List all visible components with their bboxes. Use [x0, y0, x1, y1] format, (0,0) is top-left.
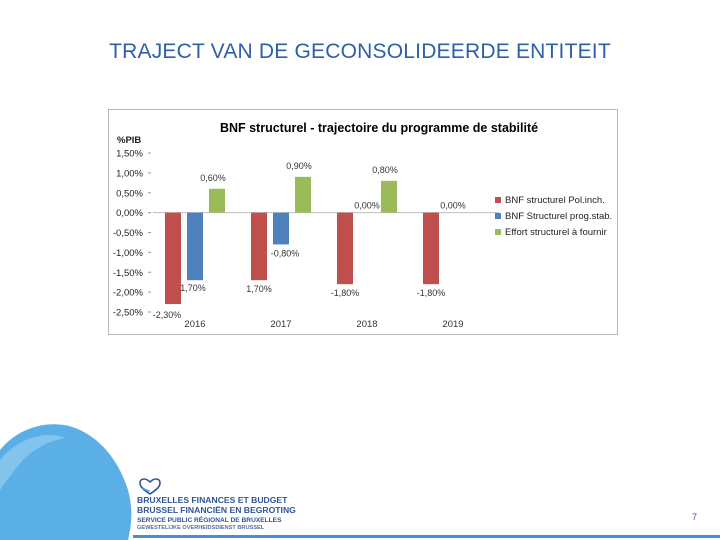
bar-2018-series-1 [337, 212, 353, 285]
legend-swatch [495, 213, 501, 219]
legend: BNF structurel Pol.inch. BNF Structurel p… [495, 195, 612, 238]
data-label: 0,00% [354, 201, 380, 211]
bar-2019-series-1 [423, 212, 439, 285]
y-tick-label: -2,50% [113, 308, 144, 319]
data-label: -2,30% [153, 310, 182, 320]
bar-chart: BNF structurel - trajectoire du programm… [113, 121, 612, 330]
bars [165, 176, 439, 305]
data-label: 0,80% [372, 165, 398, 175]
legend-entry: BNF structurel Pol.inch. [505, 195, 605, 206]
page-number: 7 [692, 512, 698, 522]
data-label: 1,70% [246, 284, 272, 294]
logo-subtitle-nl: GEWESTELIJKE OVERHEIDSDIENST BRUSSEL [137, 525, 265, 531]
slide-title: TRAJECT VAN DE GECONSOLIDEERDE ENTITEIT [109, 40, 611, 63]
y-tick-label: -1,50% [113, 268, 144, 279]
data-label: -1,80% [417, 288, 446, 298]
y-tick-label: -0,50% [113, 228, 144, 239]
data-label: 0,90% [286, 161, 312, 171]
bar-2017-series-1 [251, 212, 267, 281]
legend-entry: Effort structurel à fournir [505, 227, 607, 238]
y-tick-label: 1,00% [116, 168, 143, 179]
logo-subtitle-fr: SERVICE PUBLIC RÉGIONAL DE BRUXELLES [137, 517, 282, 524]
logo-text-nl: BRUSSEL FINANCIËN EN BEGROTING [137, 505, 296, 515]
y-tick-label: 1,50% [116, 149, 143, 160]
y-tick-label: -1,00% [113, 248, 144, 259]
data-label: 0,00% [440, 201, 466, 211]
data-label: 0,60% [200, 173, 226, 183]
chart-title: BNF structurel - trajectoire du programm… [220, 121, 538, 135]
bar-2016-series-2 [187, 212, 203, 281]
x-category-label: 2019 [442, 319, 463, 330]
chart-frame: BNF structurel - trajectoire du programm… [108, 109, 618, 335]
x-category-label: 2017 [270, 319, 291, 330]
footer-accent-line [133, 535, 720, 538]
data-label: -1,80% [331, 288, 360, 298]
bar-2017-series-2 [273, 212, 289, 245]
x-category-label: 2016 [184, 319, 205, 330]
y-tick-label: 0,00% [116, 208, 143, 219]
logo-text-fr: BRUXELLES FINANCES ET BUDGET [137, 495, 288, 505]
data-label: -0,80% [271, 248, 300, 258]
legend-swatch [495, 229, 501, 235]
x-axis: 2016 2017 2018 2019 [184, 319, 463, 330]
y-axis: 1,50% 1,00% 0,50% 0,00% -0,50% -1,00% -1,50% -2… [113, 149, 499, 319]
bar-2017-series-3 [295, 176, 311, 213]
y-tick-label: 0,50% [116, 188, 143, 199]
x-category-label: 2018 [356, 319, 377, 330]
decorative-wave-shape [0, 424, 132, 540]
legend-entry: BNF Structurel prog.stab. [505, 211, 612, 222]
y-axis-unit: %PIB [117, 135, 141, 146]
bar-2018-series-3 [381, 180, 397, 213]
legend-swatch [495, 197, 501, 203]
data-labels: -2,30% 1,70% -1,80% -1,80% 1,70% -0,80% 0,00% 0… [153, 161, 466, 320]
bar-2016-series-1 [165, 212, 181, 305]
heart-hands-icon [139, 478, 161, 495]
bar-2016-series-3 [209, 188, 225, 213]
y-tick-label: -2,00% [113, 288, 144, 299]
data-label: 1,70% [180, 283, 206, 293]
